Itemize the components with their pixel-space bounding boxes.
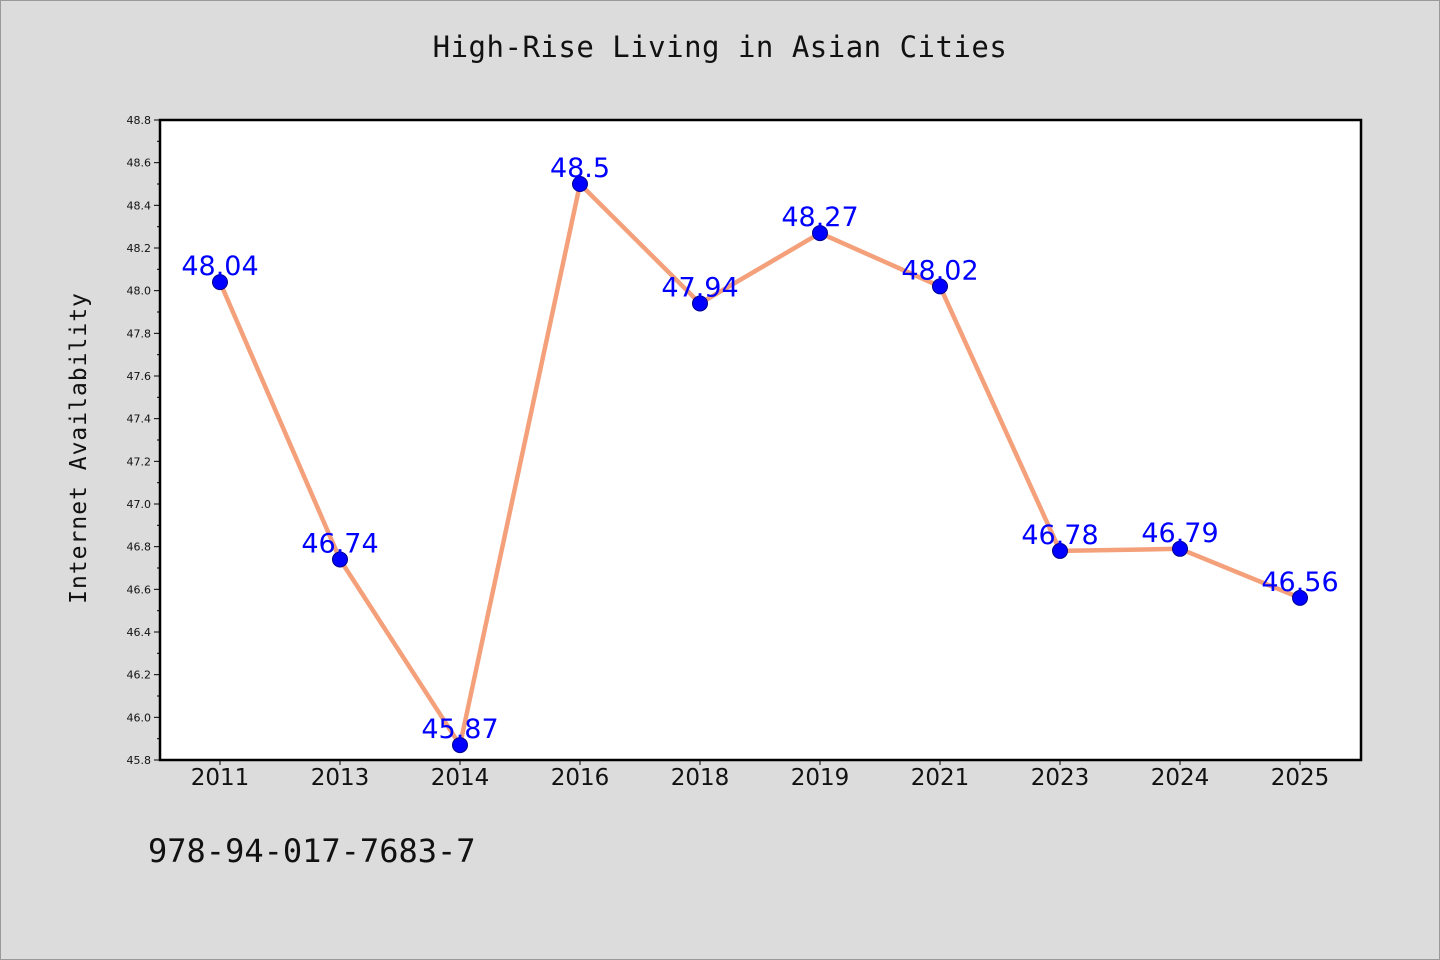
x-tick-label: 2024 xyxy=(1151,765,1210,791)
data-label: 48.5 xyxy=(550,153,610,184)
y-tick-label: 47.4 xyxy=(127,413,152,426)
y-tick-label: 48.0 xyxy=(127,285,152,298)
y-tick-label: 47.0 xyxy=(127,498,152,511)
data-label: 46.78 xyxy=(1021,520,1098,551)
x-tick-label: 2016 xyxy=(551,765,610,791)
data-label: 45.87 xyxy=(421,714,498,745)
data-point-marker xyxy=(932,278,948,295)
series-group: 48.04 46.74 45.87 48.5 47.94 48.27 48.02 46.78 4… xyxy=(181,153,1339,754)
x-tick-label: 2014 xyxy=(431,765,490,791)
data-point-marker xyxy=(692,295,708,312)
y-axis: 45.8 46.0 46.2 46.4 46.6 46.8 47.0 47.2 47.4 47.6… xyxy=(127,114,160,767)
x-tick-label: 2025 xyxy=(1271,765,1330,791)
x-tick-label: 2018 xyxy=(671,765,730,791)
y-tick-label: 46.4 xyxy=(127,626,152,639)
y-tick-label: 48.8 xyxy=(127,114,152,127)
y-tick-label: 47.8 xyxy=(127,327,152,340)
data-label: 46.79 xyxy=(1141,518,1218,549)
data-point-marker xyxy=(1052,542,1068,559)
data-point-marker xyxy=(332,551,348,568)
data-label: 47.94 xyxy=(661,272,738,303)
data-label: 46.74 xyxy=(301,528,378,559)
y-tick-label: 47.2 xyxy=(127,455,152,468)
x-tick-label: 2013 xyxy=(311,765,370,791)
isbn-code: 978-94-017-7683-7 xyxy=(148,832,476,870)
data-point-marker xyxy=(812,225,828,242)
series-line xyxy=(217,181,1301,748)
data-label: 48.27 xyxy=(781,202,858,233)
y-tick-label: 46.6 xyxy=(127,583,152,596)
y-tick-label: 46.8 xyxy=(127,541,152,554)
data-point-marker xyxy=(452,737,468,754)
data-label: 48.02 xyxy=(901,255,978,286)
x-axis: 2011 2013 2014 2016 2018 2019 2021 2023 2024 2025 xyxy=(191,760,1330,791)
x-tick-label: 2019 xyxy=(791,765,850,791)
x-tick-label: 2021 xyxy=(911,765,970,791)
data-label: 48.04 xyxy=(181,251,258,282)
y-tick-label: 45.8 xyxy=(127,754,152,767)
chart-title: High-Rise Living in Asian Cities xyxy=(432,30,1008,64)
data-label: 46.56 xyxy=(1261,567,1338,598)
y-tick-label: 47.6 xyxy=(127,370,152,383)
y-axis-label: Internet Availability xyxy=(66,292,92,604)
plot-area xyxy=(158,118,1363,762)
data-point-marker xyxy=(572,176,588,192)
y-tick-label: 46.2 xyxy=(127,669,152,682)
data-point-marker xyxy=(212,274,228,291)
y-tick-label: 48.4 xyxy=(127,199,152,212)
y-tick-label: 48.2 xyxy=(127,242,152,255)
x-tick-label: 2011 xyxy=(191,765,250,791)
y-tick-label: 46.0 xyxy=(127,711,152,724)
data-point-marker xyxy=(1172,540,1188,557)
data-point-marker xyxy=(1292,589,1308,606)
y-tick-label: 48.6 xyxy=(127,157,152,170)
x-tick-label: 2023 xyxy=(1031,765,1090,791)
